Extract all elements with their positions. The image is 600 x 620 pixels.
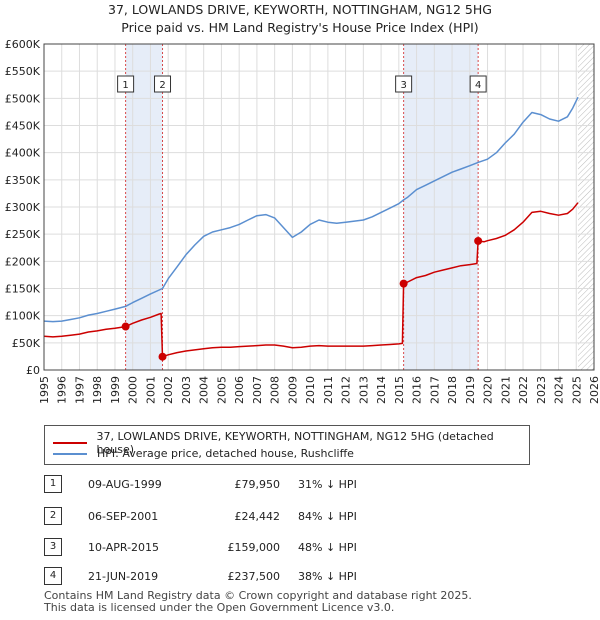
property-line-swatch (53, 442, 87, 444)
sale-price: £79,950 (234, 478, 281, 491)
sale-marker-number: 4 (475, 80, 481, 91)
x-tick-label: 2017 (428, 376, 441, 404)
y-tick-label: £350K (5, 174, 41, 187)
sale-point (121, 322, 130, 331)
footer-licence: This data is licensed under the Open Gov… (44, 601, 395, 614)
y-tick-label: £400K (5, 147, 41, 160)
sale-number-badge: 3 (44, 538, 62, 556)
sale-date: 06-SEP-2001 (88, 510, 159, 523)
x-tick-label: 2012 (340, 376, 353, 404)
y-tick-label: £600K (5, 38, 41, 51)
y-tick-label: £150K (5, 283, 41, 296)
plot-frame (43, 43, 595, 371)
sale-price: £24,442 (234, 510, 281, 523)
x-tick-label: 2026 (588, 376, 600, 404)
y-tick-label: £300K (5, 201, 41, 214)
hpi-line (43, 96, 579, 323)
legend-item-property: 37, LOWLANDS DRIVE, KEYWORTH, NOTTINGHAM… (53, 430, 529, 456)
sale-marker-number: 3 (400, 80, 406, 91)
sale-hpi-diff: 38% ↓ HPI (298, 570, 357, 583)
sale-marker-box (395, 75, 413, 93)
sale-marker-box (117, 75, 135, 93)
x-tick-label: 2008 (269, 376, 282, 404)
y-tick-label: £50K (12, 337, 41, 350)
sale-hpi-diff: 48% ↓ HPI (298, 541, 357, 554)
footer: Contains HM Land Registry data © Crown c… (44, 590, 472, 614)
x-tick-label: 2020 (482, 376, 495, 404)
x-tick-label: 1998 (91, 376, 104, 404)
x-tick-label: 2006 (233, 376, 246, 404)
sale-hpi-diff: 31% ↓ HPI (298, 478, 357, 491)
x-tick-label: 2001 (144, 376, 157, 404)
sale-date: 10-APR-2015 (88, 541, 160, 554)
sale-marker-box (154, 75, 172, 93)
x-tick-label: 2007 (251, 376, 264, 404)
y-tick-label: £100K (5, 310, 41, 323)
x-tick-label: 2011 (322, 376, 335, 404)
chart-title: 37, LOWLANDS DRIVE, KEYWORTH, NOTTINGHAM… (108, 2, 492, 17)
x-tick-label: 1995 (38, 376, 51, 404)
sale-marker-number: 2 (159, 80, 165, 91)
x-tick-label: 1999 (109, 376, 122, 404)
x-tick-label: 2021 (499, 376, 512, 404)
price-chart: £0 £50K £100K £150K £200K £250K £300K £350K £400… (5, 38, 600, 404)
y-tick-label: £550K (5, 65, 41, 78)
sale-number-badge: 4 (44, 567, 62, 585)
sale-row: 1 09-AUG-1999 £79,950 31% ↓ HPI (44, 475, 564, 495)
footer-copyright: Contains HM Land Registry data © Crown c… (44, 589, 472, 602)
sale-row: 3 10-APR-2015 £159,000 48% ↓ HPI (44, 538, 564, 558)
x-tick-label: 2014 (375, 376, 388, 404)
x-tick-label: 2000 (127, 376, 140, 404)
legend: 37, LOWLANDS DRIVE, KEYWORTH, NOTTINGHAM… (44, 425, 530, 465)
sale-marker-box (469, 75, 487, 93)
x-tick-label: 2004 (198, 376, 211, 404)
legend-property-label: 37, LOWLANDS DRIVE, KEYWORTH, NOTTINGHAM… (96, 430, 494, 456)
sale-number-badge: 2 (44, 507, 62, 525)
sale-date: 21-JUN-2019 (88, 570, 159, 583)
sale-date: 09-AUG-1999 (88, 478, 162, 491)
sale-marker-number: 1 (122, 80, 128, 91)
sale-point (158, 352, 167, 361)
x-tick-label: 2019 (464, 376, 477, 404)
x-tick-label: 2013 (357, 376, 370, 404)
x-tick-label: 2023 (535, 376, 548, 404)
y-tick-label: £200K (5, 255, 41, 268)
y-tick-label: £250K (5, 228, 41, 241)
x-tick-label: 2024 (553, 376, 566, 404)
x-tick-label: 2003 (180, 376, 193, 404)
sale-price: £159,000 (227, 541, 281, 554)
hpi-line-swatch (53, 452, 87, 455)
y-tick-label: £0 (26, 364, 40, 377)
x-tick-label: 2015 (393, 376, 406, 404)
x-tick-label: 2025 (570, 376, 583, 404)
x-tick-label: 1996 (56, 376, 69, 404)
sale-hpi-diff: 84% ↓ HPI (298, 510, 357, 523)
x-tick-label: 2002 (162, 376, 175, 404)
sale-row: 4 21-JUN-2019 £237,500 38% ↓ HPI (44, 567, 564, 587)
y-tick-label: £500K (5, 92, 41, 105)
x-tick-label: 2010 (304, 376, 317, 404)
x-tick-label: 2009 (286, 376, 299, 404)
property-price-line (43, 202, 579, 358)
chart-subtitle: Price paid vs. HM Land Registry's House … (121, 20, 479, 35)
legend-item-hpi: HPI: Average price, detached house, Rush… (53, 447, 354, 460)
legend-hpi-label: HPI: Average price, detached house, Rush… (97, 447, 354, 460)
x-tick-label: 2022 (517, 376, 530, 404)
sale-number-badge: 1 (44, 475, 62, 493)
sale-price: £237,500 (227, 570, 281, 583)
sale-point (474, 236, 483, 245)
x-tick-label: 2018 (446, 376, 459, 404)
x-tick-label: 2005 (215, 376, 228, 404)
x-tick-label: 1997 (73, 376, 86, 404)
x-tick-label: 2016 (411, 376, 424, 404)
sale-point (399, 279, 408, 288)
sale-row: 2 06-SEP-2001 £24,442 84% ↓ HPI (44, 507, 564, 527)
y-tick-label: £450K (5, 120, 41, 133)
